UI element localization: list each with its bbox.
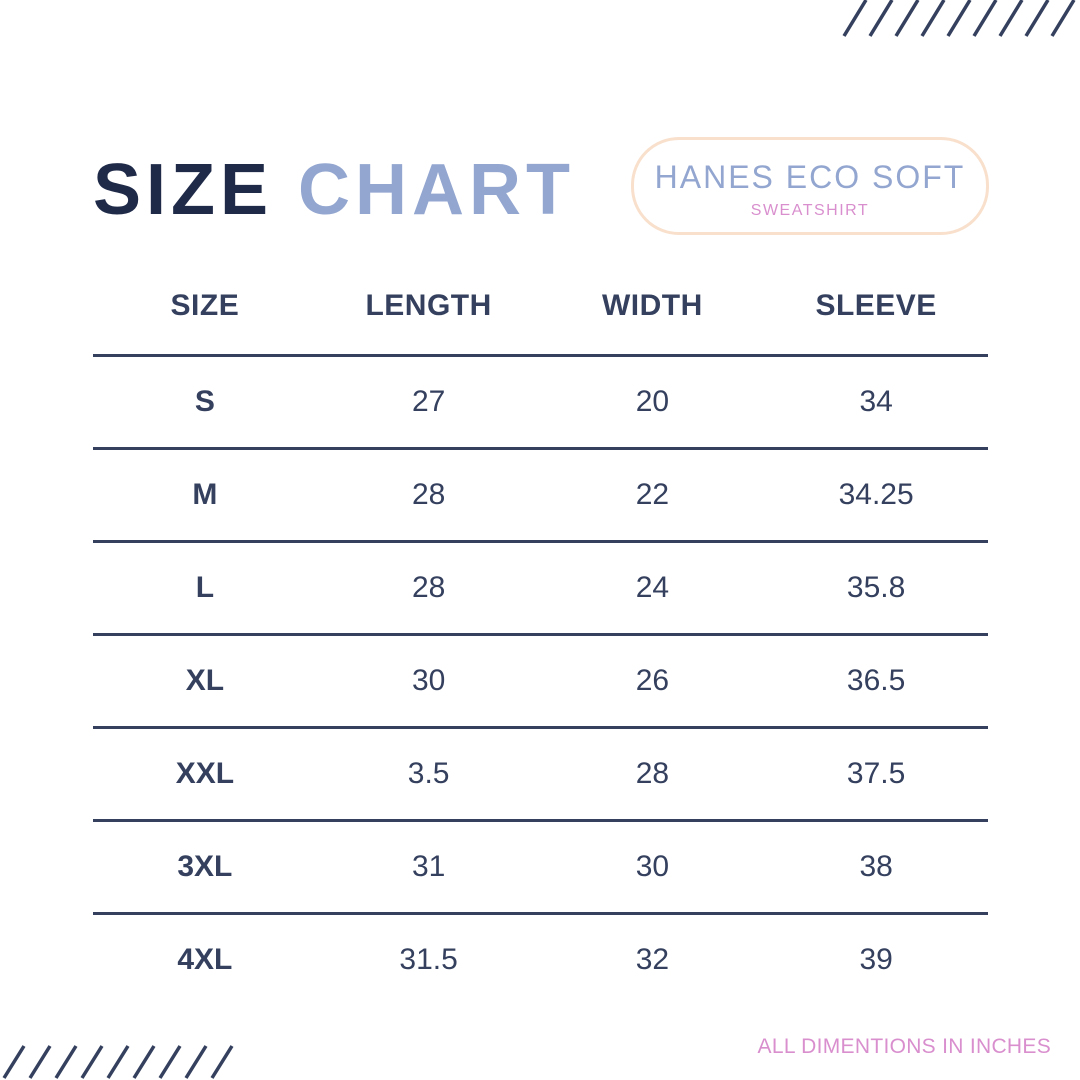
length-cell: 28 [316,541,541,636]
column-header-size: SIZE [93,258,317,357]
length-cell: 31 [316,820,541,915]
size-cell: L [93,541,317,636]
table-header-row: SIZE LENGTH WIDTH SLEEVE [93,258,988,357]
size-cell: XXL [93,727,317,822]
decorative-stripes-top [842,0,1076,37]
table-row: L 28 24 35.8 [93,541,988,636]
length-cell: 30 [316,634,541,729]
length-cell: 28 [316,448,541,543]
title-word-chart: CHART [298,150,576,230]
units-footnote: ALL DIMENTIONS IN INCHES [757,1035,1051,1058]
size-cell: 4XL [177,943,233,976]
size-table: SIZE LENGTH WIDTH SLEEVE S 27 20 34 M 28… [93,258,988,1005]
table-row: 4XL 31.5 32 39 [93,914,988,1006]
size-cell: 3XL [93,820,317,915]
page-title: SIZE CHART [93,146,575,234]
table-row: S 27 20 34 [93,355,988,450]
width-cell: 24 [540,541,765,636]
sleeve-cell: 37.5 [764,727,988,822]
width-cell: 30 [540,820,765,915]
width-cell: 20 [540,355,765,450]
sleeve-cell: 38 [764,820,988,915]
table-row: 3XL 31 30 38 [93,820,988,915]
column-header-width: WIDTH [540,258,765,357]
sleeve-cell: 39 [859,943,893,976]
table-row: XXL 3.5 28 37.5 [93,727,988,822]
product-type: SWEATSHIRT [750,202,870,219]
product-badge: HANES ECO SOFT SWEATSHIRT [631,137,989,235]
sleeve-cell: 34 [764,355,988,450]
product-name: HANES ECO SOFT [654,159,966,195]
sleeve-cell: 36.5 [764,634,988,729]
width-cell: 32 [635,943,670,976]
decorative-stripes-bottom [2,1045,234,1079]
length-cell: 31.5 [399,943,458,976]
title-word-size: SIZE [93,150,274,230]
sleeve-cell: 34.25 [764,448,988,543]
width-cell: 28 [540,727,765,822]
length-cell: 3.5 [316,727,541,822]
size-cell: XL [93,634,317,729]
table-row: M 28 22 34.25 [93,448,988,543]
width-cell: 26 [540,634,765,729]
width-cell: 22 [540,448,765,543]
length-cell: 27 [316,355,541,450]
column-header-length: LENGTH [316,258,541,357]
size-cell: M [93,448,317,543]
table-row: XL 30 26 36.5 [93,634,988,729]
column-header-sleeve: SLEEVE [764,258,988,357]
size-cell: S [93,355,317,450]
sleeve-cell: 35.8 [764,541,988,636]
